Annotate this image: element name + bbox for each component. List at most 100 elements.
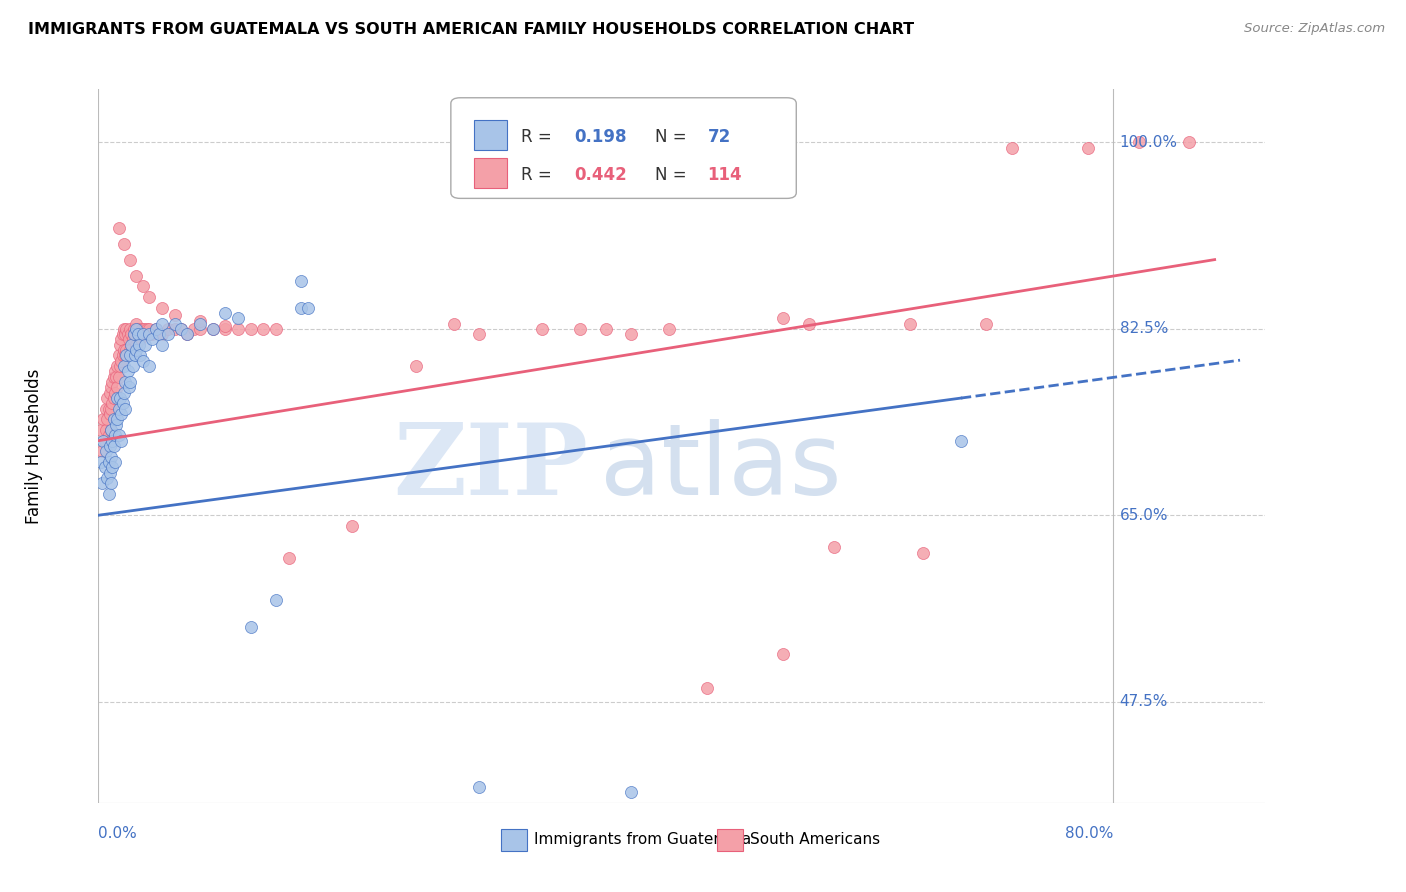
Point [911,545,934,559]
Point [125,338,148,352]
Point [150,338,173,352]
Point [124,349,146,363]
Point [595,322,617,336]
Text: R =: R = [520,128,557,146]
Text: 100.0%: 100.0% [1119,135,1178,150]
Point [120,338,142,352]
Point [138,327,160,342]
Point [93,412,115,426]
Point [107,359,129,373]
Bar [474,158,508,187]
Point [188,322,211,336]
Point [405,359,427,373]
Point [107,220,129,235]
Point [138,359,160,373]
Point [125,268,148,283]
Point [105,417,128,432]
Point [157,322,180,336]
Point [1001,141,1024,155]
Text: 80.0%: 80.0% [1064,826,1114,841]
Point [121,359,143,373]
Text: Source: ZipAtlas.com: Source: ZipAtlas.com [1244,22,1385,36]
Text: 114: 114 [707,166,742,184]
Bar [474,120,508,150]
Point [100,401,122,416]
Point [110,434,132,448]
Point [97,455,120,469]
Point [157,327,180,342]
Text: atlas: atlas [600,419,842,516]
Text: South Americans: South Americans [749,832,880,847]
Point [101,434,124,448]
Point [183,322,205,336]
Point [124,327,146,342]
Point [90,423,112,437]
Point [94,444,117,458]
Point [120,327,142,342]
Point [148,327,170,342]
Point [125,317,148,331]
Point [150,327,173,342]
Point [138,322,160,336]
Point [823,540,845,554]
Point [128,327,150,342]
Text: 47.5%: 47.5% [1119,694,1168,709]
Text: ZIP: ZIP [394,419,589,516]
Point [90,455,112,469]
Point [1128,136,1150,150]
Point [118,380,141,394]
Point [797,317,820,331]
Point [170,322,193,336]
Point [122,322,145,336]
Point [107,380,129,394]
Point [214,306,236,320]
Point [340,519,363,533]
Point [120,349,142,363]
Point [108,359,131,373]
Point [125,343,148,358]
Point [127,322,149,336]
Text: 0.198: 0.198 [575,128,627,146]
Point [97,401,120,416]
Point [94,434,117,448]
Point [98,385,121,400]
Point [468,327,491,342]
Point [112,322,135,336]
Point [107,401,129,416]
Point [297,301,319,315]
Text: N =: N = [655,166,692,184]
Point [112,385,135,400]
Point [226,322,249,336]
Point [96,412,118,426]
Point [226,311,249,326]
Point [132,327,155,342]
Point [108,391,131,405]
Point [122,327,145,342]
Point [134,327,156,342]
Point [141,327,163,342]
Point [214,318,236,333]
Point [658,322,681,336]
Text: Family Households: Family Households [25,368,44,524]
Text: 65.0%: 65.0% [1119,508,1168,523]
Point [117,364,139,378]
Point [96,471,118,485]
Point [104,455,127,469]
Point [132,322,155,336]
Point [100,423,122,437]
Point [94,460,117,475]
Point [772,647,794,661]
Point [117,327,139,342]
Point [239,620,262,634]
Point [468,780,491,794]
Point [176,327,198,342]
Point [290,274,312,288]
Point [104,385,127,400]
Point [103,439,125,453]
Point [98,407,121,421]
Point [976,317,998,331]
Point [127,327,149,342]
Point [110,333,132,347]
Text: Immigrants from Guatemala: Immigrants from Guatemala [534,832,751,847]
Point [120,252,142,267]
